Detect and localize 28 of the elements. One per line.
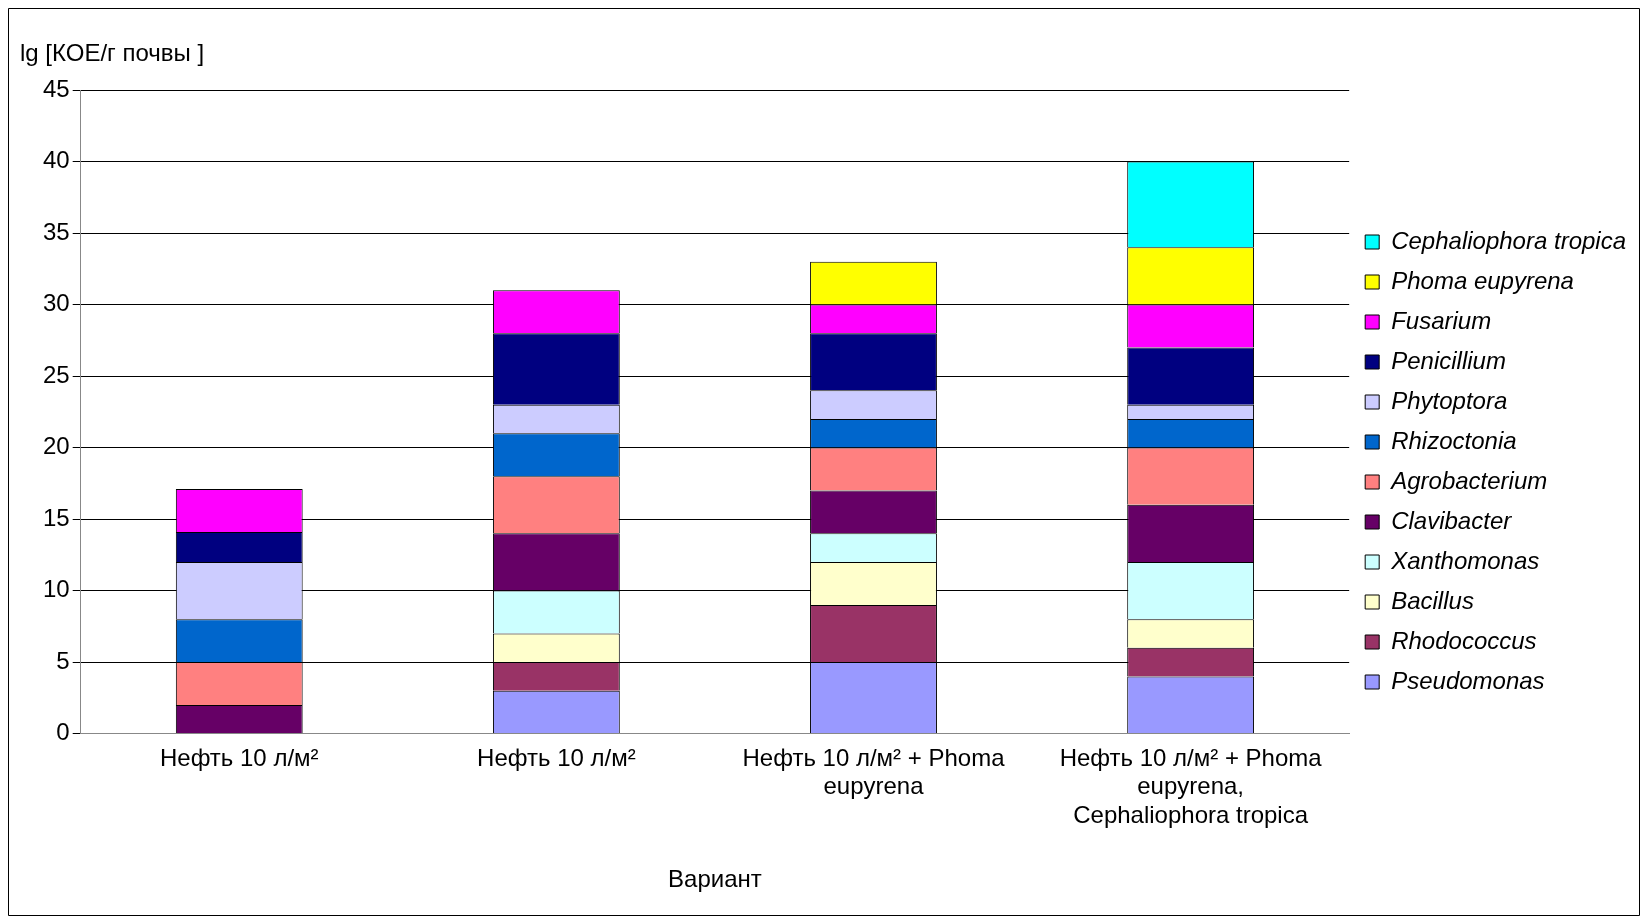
legend-label: Fusarium (1391, 306, 1492, 334)
legend-label: Rhodococcus (1391, 626, 1537, 654)
y-tick-label: 25 (42, 360, 70, 388)
x-axis-title: Вариант (668, 864, 762, 892)
y-tick-label: 15 (42, 503, 70, 531)
y-tick-label: 40 (42, 146, 70, 174)
legend-label: Phoma eupyrena (1391, 266, 1574, 294)
legend-label: Rhizoctonia (1391, 426, 1517, 454)
legend-label: Agrobacterium (1389, 466, 1548, 494)
y-tick-label: 30 (42, 289, 70, 317)
x-tick-label: Нефть 10 л/м² (159, 743, 319, 771)
legend-label: Cephaliophora tropica (1391, 226, 1627, 254)
y-tick-label: 5 (56, 646, 70, 674)
x-tick-label: Нефть 10 л/м² + Phoma eupyrena (742, 743, 1006, 800)
legend-label: Phytoptora (1391, 386, 1508, 414)
y-tick-label: 45 (42, 74, 70, 102)
y-axis-title: lg [КОЕ/г почвы ] (20, 38, 205, 66)
legend-label: Clavibacter (1391, 506, 1513, 534)
x-tick-label: Нефть 10 л/м² + Phoma eupyrena, Cephaliophora tropica (1059, 743, 1323, 829)
legend-label: Pseudomonas (1391, 666, 1545, 694)
legend-label: Penicillium (1391, 346, 1506, 374)
legend-label: Xanthomonas (1390, 546, 1540, 574)
y-tick-label: 20 (42, 432, 70, 460)
y-tick-label: 0 (56, 718, 70, 746)
x-tick-label: Нефть 10 л/м² (477, 743, 636, 771)
legend-label: Bacillus (1391, 586, 1474, 614)
y-tick-label: 35 (42, 217, 70, 245)
y-tick-label: 10 (42, 575, 70, 603)
